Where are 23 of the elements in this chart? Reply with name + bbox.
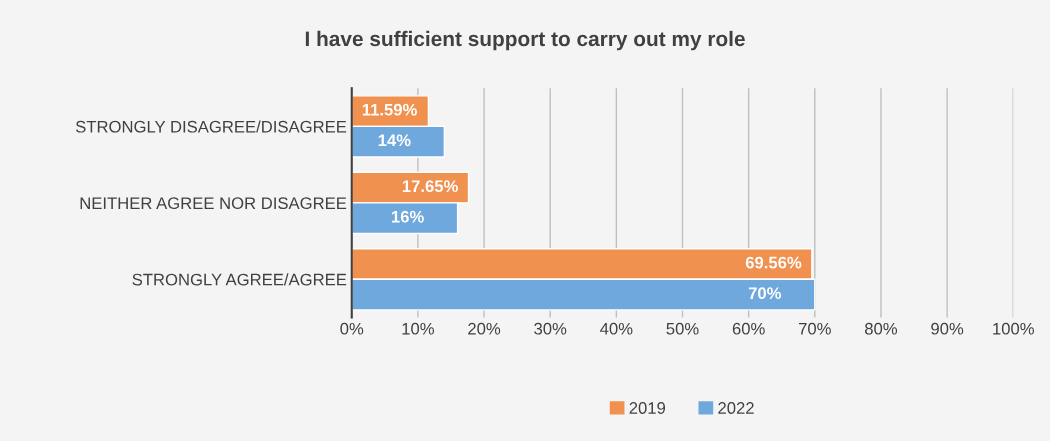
- data-label: 11.59%: [362, 103, 417, 116]
- x-tick-label: 40%: [600, 322, 633, 335]
- legend-label: 2019: [629, 402, 666, 414]
- data-label: 69.56%: [745, 256, 802, 269]
- legend-label: 2022: [718, 402, 754, 414]
- x-tick-label: 70%: [798, 322, 831, 335]
- data-label: 16%: [391, 210, 424, 223]
- y-tick-label: STRONGLY AGREE/AGREE: [132, 273, 347, 286]
- x-tick-label: 100%: [993, 322, 1034, 335]
- chart-title: I have sufficient support to carry out my role: [305, 30, 745, 51]
- x-tick-label: 60%: [732, 322, 765, 335]
- data-label: 17.65%: [402, 180, 458, 193]
- x-tick-label: 90%: [931, 322, 964, 335]
- x-tick-label: 80%: [865, 322, 898, 335]
- y-tick-label: NEITHER AGREE NOR DISAGREE: [80, 197, 347, 210]
- x-tick-label: 20%: [468, 322, 501, 335]
- y-tick-label: STRONGLY DISAGREE/DISAGREE: [75, 120, 347, 133]
- x-tick-label: 50%: [666, 322, 699, 335]
- x-tick-label: 10%: [402, 322, 434, 335]
- data-label: 70%: [748, 287, 782, 300]
- data-label: 14%: [378, 134, 411, 147]
- x-tick-label: 0%: [340, 322, 364, 335]
- x-tick-label: 30%: [534, 322, 567, 335]
